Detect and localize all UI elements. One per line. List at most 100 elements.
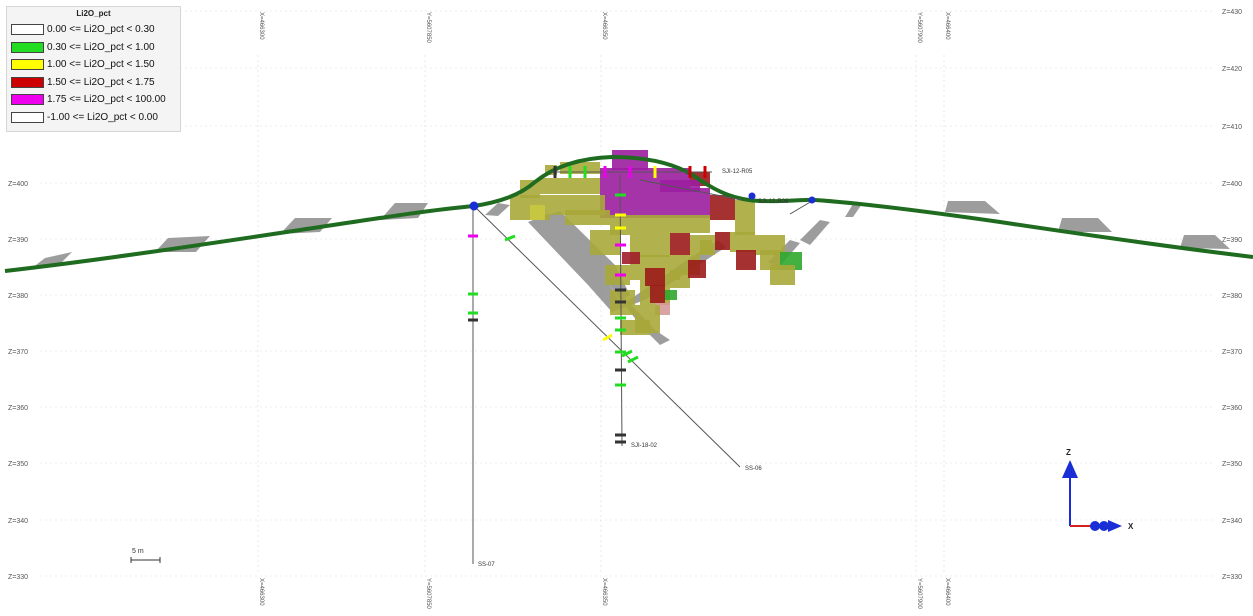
block-cell xyxy=(715,232,730,250)
legend-swatch xyxy=(11,24,44,36)
elevation-label-left: Z=340 xyxy=(8,518,28,525)
x-axis-label: X xyxy=(1128,522,1134,531)
block-cell xyxy=(590,230,620,255)
wireframe-slice xyxy=(800,220,830,245)
z-axis-arrow-icon xyxy=(1062,460,1078,478)
block-cell xyxy=(700,240,712,254)
legend-swatch xyxy=(11,41,44,53)
elevation-label-left: Z=400 xyxy=(8,181,28,188)
assay-tick xyxy=(504,234,516,242)
drillhole-collars xyxy=(469,192,816,211)
elevation-label-right: Z=350 xyxy=(1222,461,1242,468)
legend-item-label: 1.00 <= Li2O_pct < 1.50 xyxy=(47,59,155,71)
coordinate-label-top: Y=5607900 xyxy=(916,12,922,44)
block-cell xyxy=(670,215,710,233)
elevation-label-left: Z=390 xyxy=(8,237,28,244)
elevation-label-right: Z=390 xyxy=(1222,237,1242,244)
drillhole-sji-12-r06-trace xyxy=(639,179,743,201)
coordinate-label-bottom: X=466300 xyxy=(258,578,264,606)
block-cell xyxy=(610,215,670,235)
block-cell xyxy=(665,290,677,300)
x-axis-ball-icon xyxy=(1099,521,1109,531)
legend-item-label: 1.75 <= Li2O_pct < 100.00 xyxy=(47,94,166,106)
z-axis-label: Z xyxy=(1066,448,1071,457)
block-cell xyxy=(736,250,756,270)
block-cell xyxy=(600,188,710,218)
label-sji-18-02: SJI-18-02 xyxy=(631,443,658,449)
block-cell xyxy=(670,270,690,288)
elevation-label-right: Z=340 xyxy=(1222,518,1242,525)
block-cell xyxy=(770,265,795,285)
coordinate-label-top: Y=5607850 xyxy=(425,12,431,44)
legend-item: -1.00 <= Li2O_pct < 0.00 xyxy=(7,109,180,127)
assay-tick xyxy=(602,333,613,342)
block-cell xyxy=(622,252,640,264)
elevation-label-right: Z=430 xyxy=(1222,9,1242,16)
wireframe-slice xyxy=(945,201,1000,214)
coordinate-label-top: X=466400 xyxy=(944,12,950,40)
elevation-label-left: Z=380 xyxy=(8,293,28,300)
legend-item-label: 0.00 <= Li2O_pct < 0.30 xyxy=(47,24,155,36)
drillhole-labels: SJI-12-R05 SJI-12-R06 SJI-18-02 SS-06 SS… xyxy=(478,169,789,568)
coordinate-label-bottom: Y=5607900 xyxy=(916,578,922,610)
block-cell xyxy=(530,205,545,220)
label-ss-07: SS-07 xyxy=(478,562,495,568)
coordinate-label-bottom: X=466400 xyxy=(944,578,950,606)
legend-item: 0.00 <= Li2O_pct < 0.30 xyxy=(7,21,180,39)
label-ss-06: SS-06 xyxy=(745,466,762,472)
block-cell xyxy=(670,233,690,255)
elevation-label-right: Z=420 xyxy=(1222,66,1242,73)
legend-swatch xyxy=(11,76,44,88)
assay-tick xyxy=(621,349,633,358)
scale-bar: 5 m xyxy=(130,548,161,563)
block-cell xyxy=(540,178,600,194)
x-axis-arrow-icon xyxy=(1108,520,1122,532)
legend-item: 1.50 <= Li2O_pct < 1.75 xyxy=(7,74,180,92)
wireframe-slice xyxy=(485,203,510,216)
coordinate-label-bottom: X=466350 xyxy=(601,578,607,606)
wireframe-slice xyxy=(1180,235,1230,249)
legend-panel: Li2O_pct 0.00 <= Li2O_pct < 0.30 0.30 <= … xyxy=(6,6,181,132)
elevation-label-left: Z=360 xyxy=(8,405,28,412)
scale-bar-label: 5 m xyxy=(132,548,144,555)
block-cell xyxy=(565,210,610,225)
elevation-label-right: Z=400 xyxy=(1222,181,1242,188)
collar-marker xyxy=(808,196,816,204)
elevation-label-right: Z=370 xyxy=(1222,349,1242,356)
block-model xyxy=(510,150,802,335)
block-cell xyxy=(730,232,755,252)
topography-surface xyxy=(4,154,1253,273)
wireframe-slice xyxy=(845,204,862,217)
drillhole-short-trace xyxy=(789,200,813,215)
block-cell xyxy=(650,285,665,303)
wireframe-slice xyxy=(1058,218,1112,232)
elevation-label-left: Z=370 xyxy=(8,349,28,356)
label-sji-12-r05: SJI-12-R05 xyxy=(722,169,753,175)
legend-swatch xyxy=(11,94,44,106)
legend-swatch xyxy=(11,111,44,123)
elevation-label-left: Z=350 xyxy=(8,461,28,468)
elevation-label-right: Z=380 xyxy=(1222,293,1242,300)
block-cell xyxy=(620,320,650,335)
wireframe-v-slice xyxy=(528,214,622,312)
axes-indicator[interactable]: Z X xyxy=(1062,448,1134,532)
x-axis-ball-icon xyxy=(1090,521,1100,531)
block-cell xyxy=(630,235,670,257)
block-cell xyxy=(645,268,665,286)
legend-item-label: -1.00 <= Li2O_pct < 0.00 xyxy=(47,111,158,123)
label-sji-12-r06: SJI-12-R06 xyxy=(758,199,789,205)
collar-marker xyxy=(748,192,756,200)
block-cell xyxy=(710,195,735,220)
drillhole-sji-18-02-trace xyxy=(619,174,623,447)
legend-item-label: 1.50 <= Li2O_pct < 1.75 xyxy=(47,76,155,88)
assay-intervals xyxy=(468,166,707,444)
block-cell xyxy=(612,150,648,170)
assay-tick xyxy=(627,355,639,364)
wireframe-slice xyxy=(32,252,72,268)
legend-title: Li2O_pct xyxy=(76,9,111,18)
block-cell xyxy=(688,260,706,278)
coordinate-labels: X=466300 X=466300 Y=5607850 Y=5607850 X=4663… xyxy=(258,12,950,610)
legend-item-label: 0.30 <= Li2O_pct < 1.00 xyxy=(47,41,155,53)
block-cell xyxy=(735,200,755,235)
